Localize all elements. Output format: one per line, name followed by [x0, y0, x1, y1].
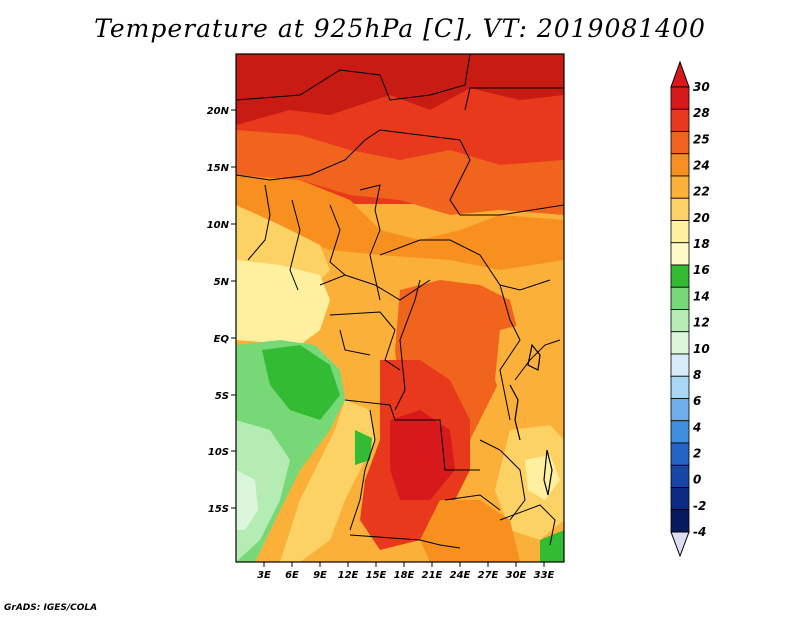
- colorbar-label: 10: [693, 342, 710, 356]
- colorbar-label: 0: [693, 473, 701, 487]
- colorbar-cell: [670, 509, 690, 533]
- lon-label: 6E: [285, 570, 299, 581]
- colorbar-cell: [670, 153, 690, 177]
- colorbar-label: -2: [693, 499, 706, 513]
- lat-label: 10S: [208, 447, 229, 458]
- axis-ticks: [231, 109, 545, 567]
- colorbar-label: -4: [693, 525, 706, 539]
- map-frame: [235, 53, 565, 563]
- latitude-labels: 20N 15N 10N 5N EQ 5S 10S 15S: [207, 106, 230, 515]
- country-borders: [236, 54, 564, 549]
- colorbar-label: 12: [693, 316, 710, 330]
- lat-label: 15S: [208, 504, 229, 515]
- colorbar-cell: [670, 108, 690, 132]
- colorbar-label: 28: [693, 106, 710, 120]
- colorbar-cell: [670, 420, 690, 444]
- lakes: [509, 343, 553, 496]
- lon-label: 21E: [422, 570, 443, 581]
- colorbar-top-triangle: [670, 60, 690, 88]
- colorbar-label: 6: [693, 394, 701, 408]
- colorbar-label: 30: [693, 80, 710, 94]
- colorbar-cell: [670, 197, 690, 221]
- colorbar-label: 16: [693, 263, 710, 277]
- colorbar-label: 18: [693, 237, 710, 251]
- colorbar-cell: [670, 264, 690, 288]
- colorbar-cell: [670, 331, 690, 355]
- lon-label: 24E: [450, 570, 471, 581]
- lat-label: 10N: [207, 220, 230, 231]
- lon-label: 3E: [257, 570, 271, 581]
- colorbar-cell: [670, 487, 690, 511]
- lon-label: 30E: [506, 570, 527, 581]
- colorbar-cell: [670, 286, 690, 310]
- colorbar-label: 22: [693, 185, 710, 199]
- colorbar-cell: [670, 442, 690, 466]
- colorbar-label: 14: [693, 289, 710, 303]
- colorbar-cell: [670, 375, 690, 399]
- longitude-labels: 3E 6E 9E 12E 15E 18E 21E 24E 27E 30E 33E: [257, 570, 554, 581]
- colorbar-label: 20: [693, 211, 710, 225]
- colorbar-label: 24: [693, 159, 710, 173]
- lat-label: 15N: [207, 163, 230, 174]
- colorbar-cell: [670, 242, 690, 266]
- colorbar-bottom-triangle: [670, 531, 690, 558]
- lon-label: 27E: [478, 570, 499, 581]
- colorbar-cell: [670, 175, 690, 199]
- colorbar-label: 8: [693, 368, 701, 382]
- colorbar-label: 4: [692, 420, 701, 434]
- colorbar-cell: [670, 353, 690, 377]
- colorbar-cell: [670, 309, 690, 333]
- colorbar-cell: [670, 131, 690, 155]
- lon-label: 12E: [338, 570, 359, 581]
- temperature-field: [236, 54, 564, 562]
- lon-label: 18E: [394, 570, 415, 581]
- map-title: Temperature at 925hPa [C], VT: 201908140…: [94, 14, 706, 43]
- grads-credit: GrADS: IGES/COLA: [4, 603, 98, 613]
- lat-label: 5N: [214, 277, 230, 288]
- colorbar-label: 25: [693, 132, 710, 146]
- lat-label: 5S: [215, 391, 229, 402]
- colorbar-cell: [670, 464, 690, 488]
- lat-label: 20N: [207, 106, 230, 117]
- colorbar-cell: [670, 86, 690, 110]
- colorbar-cell: [670, 220, 690, 244]
- colorbar-cell: [670, 398, 690, 422]
- lon-label: 15E: [366, 570, 387, 581]
- colorbar-label: 2: [693, 446, 701, 460]
- lat-label: EQ: [214, 334, 230, 345]
- lon-label: 33E: [534, 570, 555, 581]
- lon-label: 9E: [313, 570, 327, 581]
